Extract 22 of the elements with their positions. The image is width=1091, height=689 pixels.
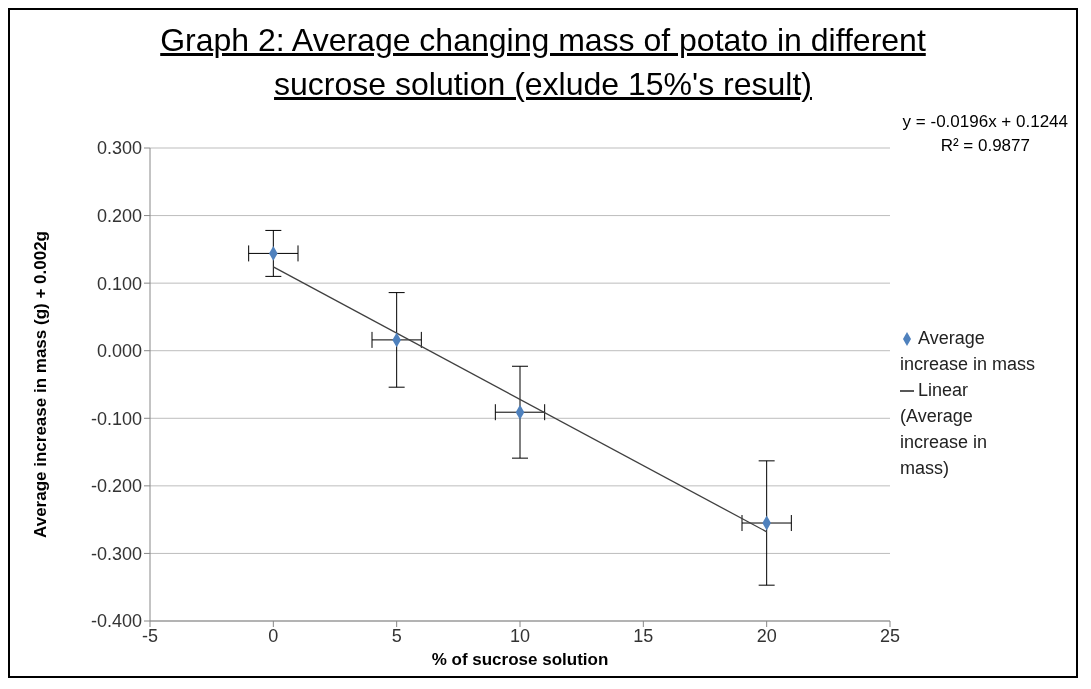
- y-tick-label: -0.300: [90, 543, 142, 564]
- y-tick-label: 0.100: [96, 273, 142, 294]
- y-tick-label: 0.200: [96, 205, 142, 226]
- y-axis-title: Average increase in mass (g) + 0.002g: [31, 231, 51, 538]
- x-tick-label: -5: [141, 625, 159, 646]
- x-axis-title: % of sucrose solution: [431, 650, 609, 669]
- x-tick-label: 20: [756, 625, 777, 646]
- x-tick-label: 25: [879, 625, 901, 646]
- y-tick-label: -0.100: [90, 408, 142, 429]
- x-tick-label: 5: [391, 625, 402, 646]
- legend-label: Linear (Average increase in mass): [900, 379, 988, 478]
- y-tick-label: -0.400: [90, 611, 142, 632]
- y-tick-label: -0.200: [90, 476, 142, 497]
- x-tick-label: 0: [268, 625, 279, 646]
- x-tick-label: 15: [633, 625, 654, 646]
- text: R² = 0.9877: [939, 135, 1031, 157]
- chart-title: Graph 2: Average changing mass of potato in different sucrose solution (exlude 15%'s result): [159, 21, 927, 104]
- text: y = -0.0196x + 0.1244: [902, 111, 1068, 133]
- y-tick-label: 0.300: [96, 138, 142, 159]
- x-tick-label: 10: [509, 625, 531, 646]
- legend-label: Average increase in mass: [900, 327, 1036, 374]
- y-tick-label: 0.000: [96, 341, 142, 362]
